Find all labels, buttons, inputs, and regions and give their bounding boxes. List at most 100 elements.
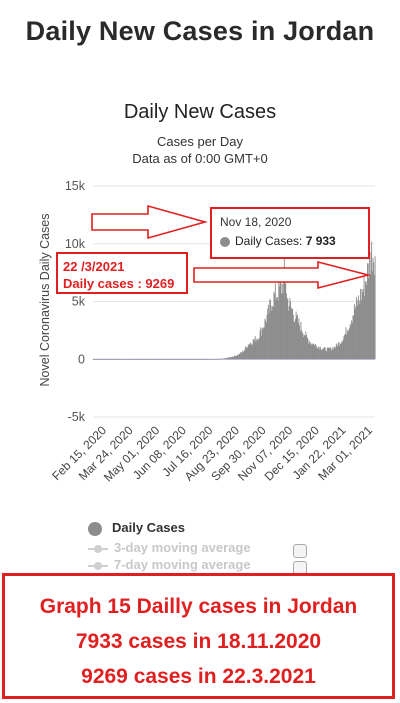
daily-case-bar — [230, 357, 232, 360]
daily-case-bar — [358, 295, 359, 360]
daily-case-bar — [282, 293, 284, 360]
daily-case-bar — [172, 359, 174, 360]
daily-case-bar — [202, 359, 204, 360]
daily-case-bar — [143, 359, 145, 360]
daily-case-bar — [234, 355, 235, 360]
legend-dot-icon — [88, 521, 102, 536]
daily-case-bar — [367, 263, 368, 360]
daily-case-bar — [96, 359, 98, 360]
daily-case-bar — [366, 284, 368, 360]
daily-case-bar — [204, 359, 206, 360]
daily-case-bar — [336, 344, 338, 360]
daily-case-bar — [304, 336, 306, 360]
daily-case-bar — [136, 359, 138, 360]
daily-case-bar — [107, 359, 109, 360]
tooltip-series-label: Daily Cases: — [235, 234, 303, 248]
daily-case-bar — [236, 355, 238, 360]
daily-case-bar — [238, 353, 240, 360]
checkbox-3day-average[interactable] — [293, 544, 307, 558]
daily-case-bar — [374, 256, 376, 360]
daily-case-bar — [353, 315, 355, 360]
daily-case-bar — [154, 359, 156, 360]
daily-case-bar — [285, 293, 287, 360]
daily-case-bar — [355, 297, 357, 360]
daily-case-bar — [110, 359, 112, 360]
daily-case-bar — [319, 346, 321, 360]
daily-case-bar — [333, 349, 334, 360]
daily-case-bar — [372, 257, 374, 360]
daily-case-bar — [340, 343, 341, 360]
daily-case-bar — [357, 305, 359, 360]
daily-case-bar — [247, 344, 249, 360]
daily-case-bar — [171, 359, 173, 360]
daily-case-bar — [159, 359, 161, 360]
daily-case-bar — [252, 338, 254, 360]
daily-case-bar — [362, 292, 364, 360]
daily-case-bar — [245, 346, 247, 360]
daily-case-bar — [122, 359, 124, 360]
daily-case-bar — [267, 304, 269, 360]
daily-case-bar — [105, 359, 107, 360]
daily-case-bar — [94, 359, 96, 360]
daily-case-bar — [307, 338, 309, 360]
arrow-to-march-peak — [193, 260, 372, 290]
daily-case-bar — [344, 334, 346, 360]
daily-case-bar — [156, 359, 158, 360]
legend-item-daily-cases[interactable]: Daily Cases — [88, 520, 185, 536]
daily-case-bar — [238, 355, 240, 360]
daily-case-bar — [229, 357, 231, 360]
daily-case-bar — [168, 359, 170, 360]
daily-case-bar — [114, 359, 116, 360]
daily-case-bar — [118, 359, 120, 360]
daily-case-bar — [339, 345, 341, 360]
daily-case-bar — [186, 359, 188, 360]
daily-case-bar — [175, 359, 177, 360]
daily-case-bar — [158, 359, 160, 360]
daily-case-bar — [124, 359, 126, 360]
daily-case-bar — [166, 359, 168, 360]
daily-case-bar — [241, 352, 243, 360]
daily-case-bar — [111, 359, 113, 360]
daily-case-bar — [325, 350, 327, 360]
daily-case-bar — [164, 359, 166, 360]
daily-case-bar — [159, 359, 161, 360]
daily-case-bar — [184, 359, 186, 360]
daily-case-bar — [232, 356, 234, 360]
tooltip-date: Nov 18, 2020 — [220, 215, 292, 229]
daily-case-bar — [341, 340, 343, 360]
chart-title: Daily New Cases — [123, 101, 277, 123]
daily-case-bar — [283, 256, 285, 360]
daily-case-bar — [133, 359, 135, 360]
daily-case-bar — [191, 359, 192, 360]
daily-case-bar — [228, 357, 230, 360]
daily-case-bar — [311, 345, 313, 360]
daily-case-bar — [148, 359, 150, 360]
daily-case-bar — [272, 306, 274, 360]
daily-case-bar — [224, 358, 226, 360]
legend-item-7day-average[interactable]: 7-day moving average — [88, 557, 251, 572]
daily-case-bar — [123, 359, 125, 360]
legend-item-3day-average[interactable]: 3-day moving average — [88, 540, 251, 555]
daily-case-bar — [93, 359, 95, 360]
daily-case-bar — [324, 347, 325, 360]
daily-case-bar — [127, 359, 129, 360]
daily-case-bar — [313, 346, 315, 360]
chart-subtitle-data-as-of: Data as of 0:00 GMT+0 — [132, 151, 268, 166]
daily-case-bar — [175, 359, 177, 360]
daily-case-bar — [164, 359, 165, 360]
daily-case-bar — [173, 359, 175, 360]
daily-case-bar — [301, 332, 303, 360]
daily-case-bar — [147, 359, 149, 360]
daily-case-bar — [328, 347, 330, 360]
daily-case-bar — [362, 289, 364, 360]
daily-case-bar — [107, 359, 109, 360]
daily-case-bar — [98, 359, 100, 360]
daily-case-bar — [268, 313, 270, 360]
daily-case-bar — [295, 311, 297, 360]
daily-case-bar — [186, 359, 188, 360]
daily-case-bar — [327, 347, 329, 360]
daily-case-bar — [349, 328, 350, 360]
daily-case-bar — [155, 359, 157, 360]
daily-case-bar — [244, 349, 246, 360]
daily-case-bar — [250, 343, 252, 360]
